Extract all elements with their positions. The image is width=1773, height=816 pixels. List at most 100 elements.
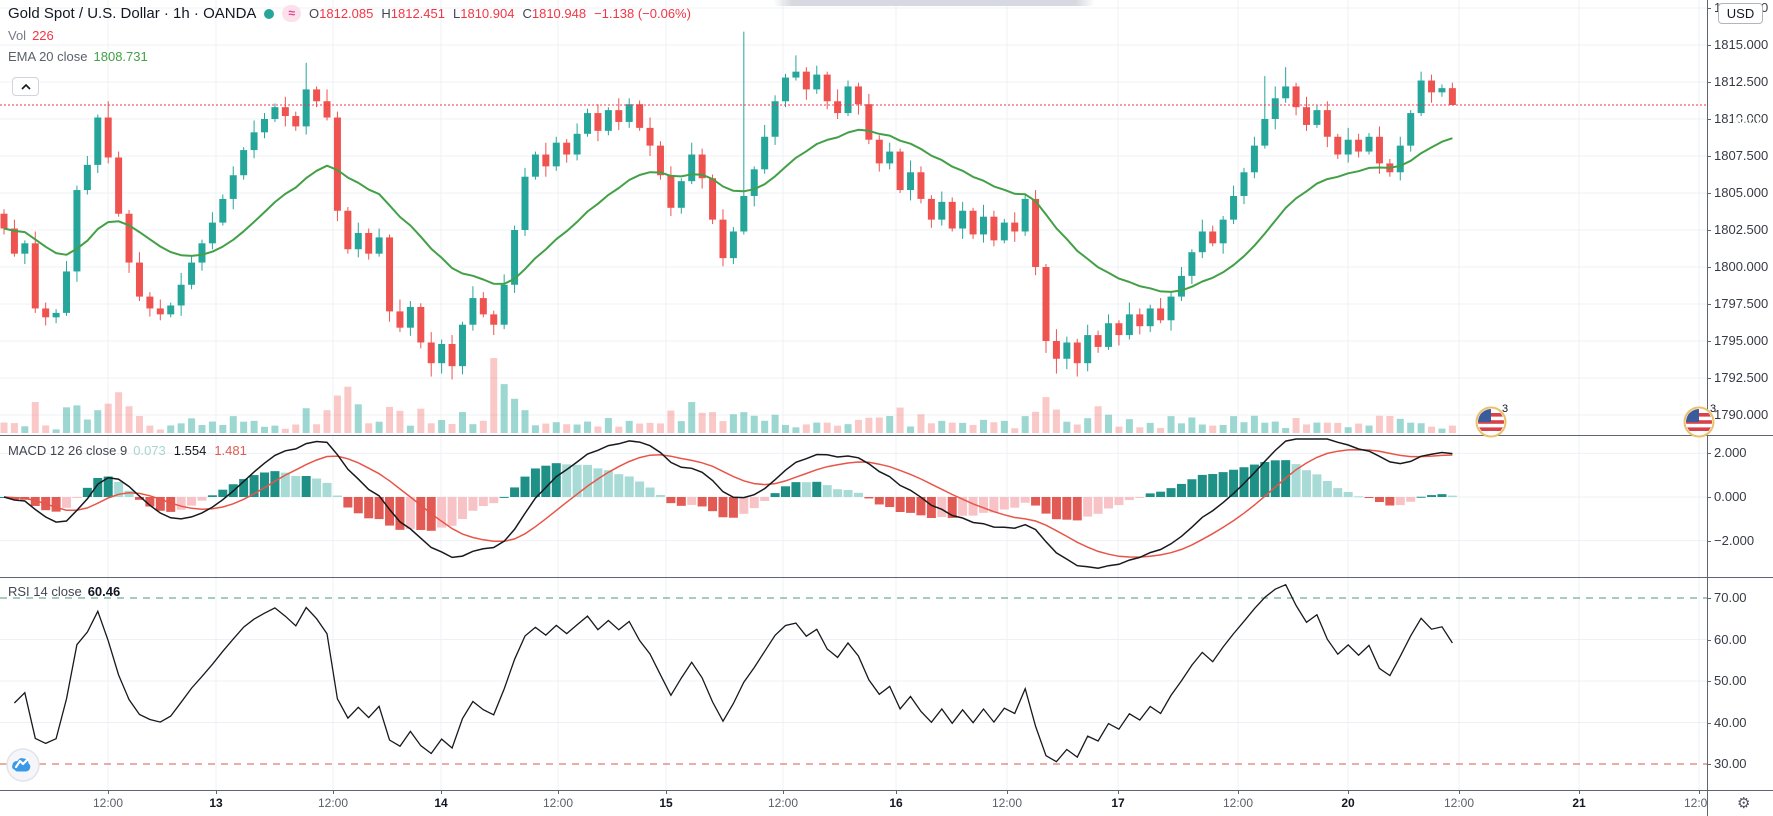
time-tick bbox=[558, 791, 559, 794]
macd-header[interactable]: MACD 12 26 close 9 0.073 1.554 1.481 bbox=[8, 443, 255, 458]
axis-tick bbox=[1707, 639, 1711, 641]
axis-tick bbox=[1707, 341, 1711, 342]
volume-label: Vol bbox=[8, 28, 27, 43]
time-label: 12:00 bbox=[542, 796, 574, 810]
price-axis-label: 1812.500 bbox=[1714, 74, 1769, 89]
symbol-title[interactable]: Gold Spot / U.S. Dollar · 1h · OANDA bbox=[8, 5, 257, 22]
axis-tick bbox=[1707, 119, 1711, 120]
price-change: −1.138 (−0.06%) bbox=[594, 6, 691, 21]
floating-toolbar-stub bbox=[773, 0, 1095, 6]
rsi-label: RSI 14 close bbox=[8, 584, 82, 599]
time-tick bbox=[1699, 791, 1700, 794]
symbol-header: Gold Spot / U.S. Dollar · 1h · OANDA ≈ O… bbox=[8, 5, 691, 22]
macd-axis-label: 2.000 bbox=[1714, 445, 1747, 461]
axis-tick bbox=[1707, 193, 1711, 194]
economic-event-flag-icon[interactable]: 3 bbox=[1682, 400, 1722, 440]
rsi-axis-label: 60.00 bbox=[1714, 631, 1747, 647]
time-tick bbox=[896, 791, 897, 794]
rsi-axis-label: 70.00 bbox=[1714, 590, 1747, 605]
price-axis-label: 1815.000 bbox=[1714, 37, 1769, 52]
bar-countdown-badge: 40:07 bbox=[1732, 116, 1762, 128]
price-axis-label: 1790.000 bbox=[1714, 407, 1769, 422]
macd-axis-label: 0.000 bbox=[1714, 489, 1747, 504]
time-axis[interactable]: 12:00 13 12:00 14 12:00 15 12:00 16 12:00 17 12:00… bbox=[0, 791, 1773, 816]
time-label-day: 20 bbox=[1341, 796, 1355, 810]
time-label-day: 13 bbox=[209, 796, 223, 810]
chart-canvas[interactable] bbox=[0, 0, 1707, 790]
time-tick bbox=[1579, 791, 1580, 794]
chevron-up-icon bbox=[20, 83, 31, 90]
axis-tick bbox=[1707, 45, 1711, 46]
axis-tick bbox=[1707, 8, 1711, 9]
axis-tick bbox=[1707, 267, 1711, 268]
approx-badge-icon: ≈ bbox=[282, 5, 302, 22]
rsi-axis-label: 50.00 bbox=[1714, 673, 1747, 688]
price-axis-label: 1795.000 bbox=[1714, 333, 1769, 348]
price-axis-label: 1800.000 bbox=[1714, 259, 1769, 274]
time-axis-labels: 12:00 13 12:00 14 12:00 15 12:00 16 12:00 17 12:00… bbox=[0, 791, 1707, 816]
ohlc-values: O1812.085 H1812.451 L1810.904 C1810.948 bbox=[309, 6, 586, 21]
time-label: 12:00 bbox=[317, 796, 349, 810]
collapse-pane-button[interactable] bbox=[12, 77, 39, 96]
time-tick bbox=[783, 791, 784, 794]
price-axis-label: 1807.500 bbox=[1714, 148, 1769, 163]
axis-tick bbox=[1707, 497, 1711, 498]
macd-value: 1.554 bbox=[173, 443, 207, 458]
ohlc-o: O1812.085 bbox=[309, 6, 374, 21]
time-label-day: 14 bbox=[434, 796, 448, 810]
time-label: 12:00 bbox=[1443, 796, 1475, 810]
axis-tick bbox=[1707, 453, 1711, 455]
time-tick bbox=[666, 791, 667, 794]
time-label: 12:00 bbox=[1222, 796, 1254, 810]
status-dot-icon bbox=[264, 8, 275, 19]
price-axis-label: 1810.000 bbox=[1714, 111, 1769, 126]
volume-header[interactable]: Vol 226 bbox=[8, 28, 54, 43]
time-label: 12:00 bbox=[92, 796, 124, 810]
time-axis-border bbox=[0, 790, 1773, 791]
price-axis-label: 1792.500 bbox=[1714, 370, 1769, 385]
time-label-day: 16 bbox=[889, 796, 903, 810]
time-tick bbox=[333, 791, 334, 794]
time-tick bbox=[1459, 791, 1460, 794]
rsi-header[interactable]: RSI 14 close 60.46 bbox=[8, 584, 120, 599]
gear-icon[interactable]: ⚙ bbox=[1737, 795, 1751, 812]
axis-tick bbox=[1707, 598, 1711, 599]
ohlc-h: H1812.451 bbox=[381, 6, 445, 21]
time-label-day: 17 bbox=[1111, 796, 1125, 810]
pane-separator[interactable] bbox=[0, 435, 1773, 436]
time-tick bbox=[108, 791, 109, 794]
time-tick bbox=[1007, 791, 1008, 794]
economic-event-flag-icon[interactable]: 3 bbox=[1474, 400, 1514, 440]
time-tick bbox=[441, 791, 442, 794]
pane-separator[interactable] bbox=[0, 577, 1773, 578]
axis-tick bbox=[1707, 722, 1711, 724]
macd-values: 0.073 1.554 1.481 bbox=[133, 443, 255, 458]
ema-header[interactable]: EMA 20 close 1808.731 bbox=[8, 49, 148, 64]
time-tick bbox=[216, 791, 217, 794]
axis-tick bbox=[1707, 156, 1711, 157]
rsi-axis-label: 40.00 bbox=[1714, 714, 1747, 730]
ema-label: EMA 20 close bbox=[8, 49, 88, 64]
time-tick bbox=[1348, 791, 1349, 794]
ohlc-c: C1810.948 bbox=[522, 6, 587, 21]
macd-value: 0.073 bbox=[133, 443, 166, 458]
axis-tick bbox=[1707, 304, 1711, 305]
price-axis-label: 1797.500 bbox=[1714, 296, 1769, 311]
time-tick bbox=[1238, 791, 1239, 794]
current-price-badge: 1810.948 bbox=[1712, 98, 1768, 113]
rsi-value: 60.46 bbox=[87, 584, 121, 599]
macd-value: 1.481 bbox=[214, 443, 247, 458]
time-label: 12:00 bbox=[991, 796, 1023, 810]
time-label-day: 21 bbox=[1572, 796, 1586, 810]
price-axis[interactable]: 1817.5001815.0001812.5001810.0001807.500… bbox=[1707, 0, 1773, 790]
axis-tick bbox=[1707, 82, 1711, 83]
currency-toggle-button[interactable]: USD bbox=[1718, 3, 1763, 24]
price-axis-label: 1805.000 bbox=[1714, 185, 1769, 200]
tradingview-logo-icon[interactable] bbox=[4, 746, 42, 784]
price-axis-label: 1802.500 bbox=[1714, 222, 1769, 237]
axis-tick bbox=[1707, 764, 1711, 765]
ohlc-l: L1810.904 bbox=[453, 6, 515, 21]
ema-value: 1808.731 bbox=[93, 49, 148, 64]
rsi-axis-label: 30.00 bbox=[1714, 756, 1747, 771]
